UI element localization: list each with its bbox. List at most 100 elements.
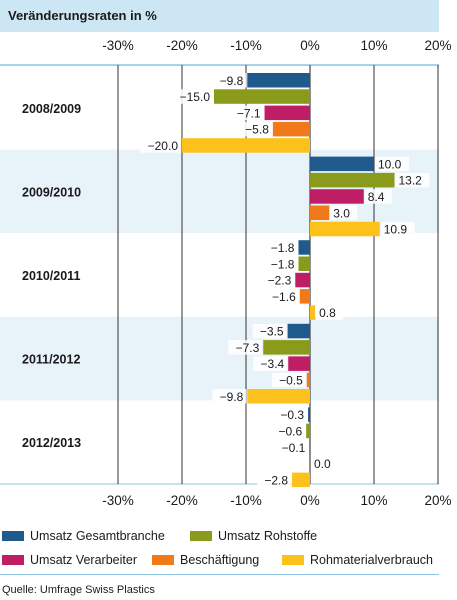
bar	[272, 121, 310, 137]
bar-value-label-bg	[375, 156, 409, 172]
bar	[308, 407, 310, 422]
bar-value-label-bg	[271, 423, 306, 439]
legend-item-umsatz-gesamtbranche: Umsatz Gesamtbranche	[2, 528, 165, 544]
bar-value-label: −0.5	[279, 373, 303, 387]
bar-value-label-bg	[172, 89, 213, 104]
bar-value-label: −20.0	[148, 139, 179, 153]
legend-item-umsatz-rohstoffe: Umsatz Rohstoffe	[190, 528, 317, 544]
bar-value-label-bg	[252, 323, 287, 339]
x-tick-label-top: -30%	[102, 38, 134, 53]
bar-value-label-bg	[271, 372, 306, 388]
bar	[306, 372, 310, 388]
category-band	[0, 233, 439, 317]
bar-value-label: −7.3	[236, 341, 260, 355]
bar	[292, 472, 310, 488]
bar-value-label-bg	[257, 472, 292, 488]
x-tick-label-bottom: 20%	[424, 493, 451, 508]
bar-value-label-bg	[260, 272, 295, 288]
bar	[298, 240, 310, 255]
source-note: Quelle: Umfrage Swiss Plastics	[2, 584, 155, 596]
bar-value-label: −0.6	[278, 424, 302, 438]
bar-value-label-bg	[330, 205, 358, 220]
bar	[264, 105, 310, 121]
bar-value-label: −2.3	[268, 274, 292, 288]
chart-title: Veränderungsraten in %	[8, 8, 157, 23]
legend-swatch	[190, 531, 212, 541]
bar-value-label: −5.8	[245, 123, 269, 137]
bar-value-label-bg	[263, 240, 298, 255]
bar-value-label: −0.1	[282, 441, 306, 455]
bar	[299, 289, 310, 304]
bar-value-label-bg	[311, 456, 338, 471]
bar-value-label: −0.3	[280, 408, 304, 422]
bar	[310, 156, 374, 172]
legend-label: Umsatz Rohstoffe	[218, 529, 318, 543]
bar-value-label-bg	[316, 305, 344, 320]
bar	[247, 389, 310, 404]
bar-value-label-bg	[228, 340, 263, 355]
bar-chart: -30% -30% -20% -20% -10% -10% 0% 0% 10% 10% 20% 20%…	[0, 38, 452, 508]
bar-value-label-bg	[237, 121, 272, 137]
bar	[310, 172, 395, 188]
bar-value-label: −1.6	[272, 290, 296, 304]
legend-swatch	[152, 555, 174, 565]
bar-value-label: −15.0	[180, 90, 211, 104]
bar	[263, 340, 310, 355]
bar	[310, 205, 330, 220]
bar	[247, 73, 310, 88]
bar	[298, 256, 310, 271]
chart-header: Veränderungsraten in %	[0, 0, 439, 32]
category-label: 2008/2009	[22, 102, 81, 116]
bar	[182, 138, 310, 153]
x-tick-label-bottom: 10%	[360, 493, 387, 508]
category-band	[0, 316, 439, 401]
bar-value-label-bg	[263, 256, 298, 271]
bar-value-label-bg	[140, 138, 181, 153]
bar-value-label-bg	[212, 389, 247, 404]
bar	[309, 440, 310, 455]
bar-value-label: 10.9	[384, 223, 408, 237]
x-tick-label-top: 10%	[360, 38, 387, 53]
x-tick-label-top: 20%	[424, 38, 451, 53]
legend-label: Umsatz Gesamtbranche	[30, 529, 165, 543]
category-band	[0, 400, 439, 484]
legend-item-rohmaterialverbrauch: Rohmaterialverbrauch	[282, 552, 433, 568]
bar-value-label-bg	[380, 221, 415, 237]
bar-value-label: 13.2	[398, 174, 422, 188]
x-tick-label-top: -10%	[230, 38, 262, 53]
bar-value-label: 3.0	[333, 206, 350, 220]
legend-label: Rohmaterialverbrauch	[310, 553, 433, 567]
legend-label: Umsatz Verarbeiter	[30, 553, 137, 567]
category-label: 2009/2010	[22, 185, 81, 199]
bar	[214, 89, 310, 104]
bar-value-label-bg	[274, 440, 309, 455]
x-tick-label-top: -20%	[166, 38, 198, 53]
bar-value-label-bg	[273, 407, 308, 422]
bar	[306, 423, 310, 439]
bar	[287, 323, 310, 339]
bar	[288, 356, 310, 371]
bar-value-label: −3.5	[260, 325, 284, 339]
bar-value-label: −1.8	[271, 257, 295, 271]
x-tick-label-bottom: -10%	[230, 493, 262, 508]
bar-value-label: −9.8	[220, 390, 244, 404]
bar-value-label-bg	[364, 189, 392, 204]
bar-value-label: 8.4	[368, 190, 385, 204]
legend-swatch	[2, 555, 24, 565]
legend-item-beschaeftigung: Beschäftigung	[152, 552, 259, 568]
bar-value-label: 0.0	[314, 457, 331, 471]
bar-value-label: 10.0	[378, 157, 402, 171]
category-label: 2010/2011	[22, 269, 80, 283]
legend-divider	[0, 574, 439, 575]
bar-value-label-bg	[395, 172, 430, 188]
category-label: 2012/2013	[22, 436, 81, 450]
bar-value-label-bg	[264, 289, 299, 304]
bar-value-label: −3.4	[261, 357, 285, 371]
bar	[295, 272, 310, 288]
category-label: 2011/2012	[22, 353, 80, 367]
legend-swatch	[282, 555, 304, 565]
bar	[310, 221, 380, 237]
bar-value-label: −7.1	[237, 106, 261, 120]
bar-value-label-bg	[253, 356, 288, 371]
bar	[310, 305, 316, 320]
